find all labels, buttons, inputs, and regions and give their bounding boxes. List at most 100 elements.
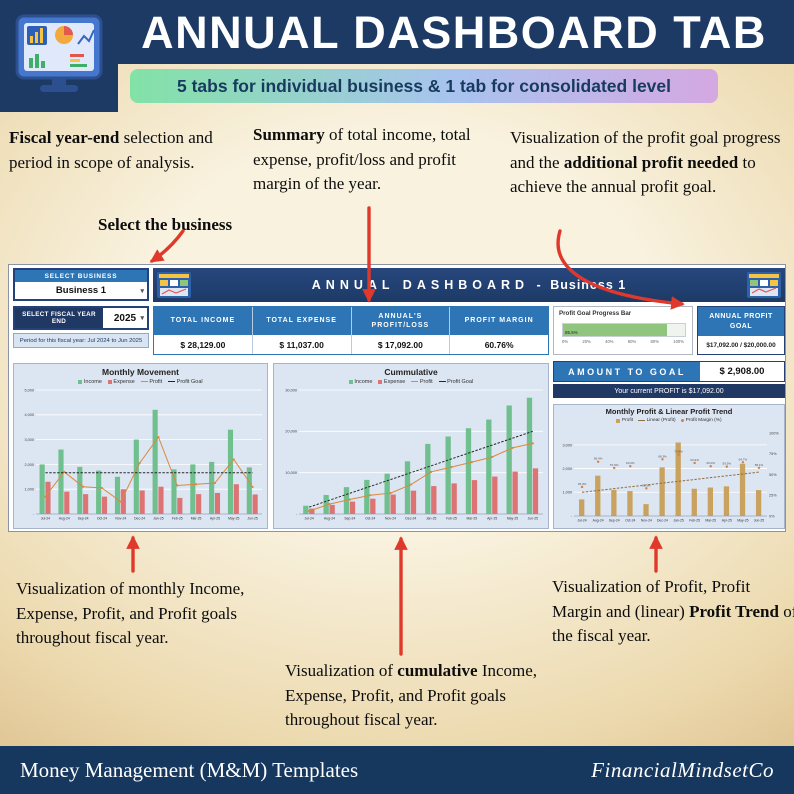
logo: [0, 0, 118, 112]
header-band: [0, 0, 794, 64]
svg-text:-: -: [33, 512, 35, 516]
svg-text:May-25: May-25: [507, 517, 518, 521]
dashboard-monitor-icon: [15, 14, 103, 92]
svg-text:20,000: 20,000: [285, 430, 297, 434]
axis-tick: 0%: [562, 339, 569, 344]
kpi-annual-profit-loss: ANNUAL'S PROFIT/LOSS $ 17,092.00: [351, 307, 451, 354]
annotation-select-business: Select the business: [98, 215, 233, 234]
chart-title: Monthly Profit & Linear Profit Trend: [605, 407, 733, 416]
kpi-profit-margin: PROFIT MARGIN 60.76%: [450, 307, 548, 354]
amount-to-goal-panel: AMOUNT TO GOAL $ 2,908.00: [553, 361, 785, 382]
chevron-down-icon: ▾: [140, 287, 144, 295]
dashboard-title: ANNUAL DASHBOARD - Business 1: [191, 278, 747, 292]
chart-plot: - 10,000 20,000 30,000 Jul-24 Aug-24 Sep-24 Oct…: [274, 386, 548, 526]
footer: Money Management (M&M) Templates Financi…: [0, 746, 794, 794]
svg-text:Jan-25: Jan-25: [153, 517, 163, 521]
svg-text:2,000: 2,000: [24, 463, 34, 467]
svg-text:Dec-24: Dec-24: [657, 519, 668, 523]
dashboard-thumbnail-icon: [747, 272, 781, 298]
svg-text:25%: 25%: [769, 494, 777, 498]
svg-text:63.9%: 63.9%: [690, 458, 699, 462]
svg-text:Mar-25: Mar-25: [191, 517, 202, 521]
business-select[interactable]: Business 1 ▾: [15, 282, 147, 299]
amount-to-goal-value: $ 2,908.00: [700, 362, 784, 381]
svg-text:57.9%: 57.9%: [610, 463, 619, 467]
svg-text:33.3%: 33.3%: [642, 483, 651, 487]
svg-text:65.4%: 65.4%: [594, 457, 603, 461]
fiscal-period-note: Period for this fiscal year: Jul 2024 to…: [13, 333, 149, 348]
svg-text:Jul-24: Jul-24: [577, 519, 586, 523]
svg-text:Aug-24: Aug-24: [324, 517, 335, 521]
annotation-fiscal-year: Fiscal year-end selection and period in …: [9, 128, 213, 172]
svg-text:Feb-25: Feb-25: [689, 519, 700, 523]
svg-text:Dec-24: Dec-24: [405, 517, 416, 521]
svg-text:Apr-25: Apr-25: [210, 517, 220, 521]
svg-text:60.0%: 60.0%: [626, 461, 635, 465]
svg-text:35.0%: 35.0%: [578, 482, 587, 486]
annotation-monthly-chart: Visualization of monthly Income, Expense…: [16, 579, 245, 648]
svg-text:Feb-25: Feb-25: [172, 517, 183, 521]
select-business-label: SELECT BUSINESS: [15, 270, 147, 282]
annual-profit-goal-label: ANNUAL PROFIT GOAL: [698, 307, 784, 336]
axis-tick: 80%: [650, 339, 659, 344]
dashboard-thumbnail-icon: [157, 272, 191, 298]
dashboard-screenshot: SELECT BUSINESS Business 1 ▾ ANNUAL DASH…: [8, 264, 786, 532]
svg-text:58.1%: 58.1%: [755, 463, 764, 467]
svg-text:50%: 50%: [769, 473, 777, 477]
dashboard-title-main: ANNUAL DASHBOARD: [311, 278, 530, 292]
chart-plot: - 1,000 2,000 3,000 4,000 5,000 Jul-24 Aug-24 Se…: [14, 386, 267, 526]
svg-text:30,000: 30,000: [285, 388, 297, 392]
kpi-total-income: TOTAL INCOME $ 28,129.00: [154, 307, 253, 354]
annotation-cumulative-chart: Visualization of cumulative Income, Expe…: [285, 661, 538, 730]
progress-bar-fill: [563, 324, 668, 336]
svg-text:Aug-24: Aug-24: [59, 517, 70, 521]
dashboard-title-separator: -: [536, 278, 543, 292]
fiscal-year-select[interactable]: 2025 ▾: [103, 308, 147, 328]
svg-text:-: -: [571, 514, 573, 518]
svg-text:Mar-25: Mar-25: [705, 519, 716, 523]
svg-text:64.7%: 64.7%: [739, 457, 748, 461]
svg-text:2,000: 2,000: [562, 467, 572, 471]
svg-text:Jul-24: Jul-24: [41, 517, 50, 521]
annual-profit-goal-value: $17,092.00 / $20,000.00: [698, 336, 784, 354]
svg-text:Jan-25: Jan-25: [426, 517, 436, 521]
svg-text:60.0%: 60.0%: [706, 461, 715, 465]
store-name: FinancialMindsetCo: [591, 757, 774, 782]
amount-to-goal-label: AMOUNT TO GOAL: [554, 362, 700, 381]
brand-text: Money Management (M&M) Templates: [20, 757, 359, 782]
kpi-total-expense: TOTAL EXPENSE $ 11,037.00: [252, 307, 352, 354]
axis-tick: 60%: [627, 339, 637, 344]
axis-tick: 20%: [582, 339, 591, 344]
svg-text:73.8%: 73.8%: [674, 450, 683, 454]
axis-tick: 40%: [605, 339, 614, 344]
svg-text:Oct-24: Oct-24: [365, 517, 375, 521]
annotation-goal-progress: Visualization of the profit goal progres…: [510, 128, 781, 197]
progress-chart-title: Profit Goal Progress Bar: [559, 310, 632, 317]
svg-text:Aug-24: Aug-24: [593, 519, 604, 523]
svg-text:Apr-25: Apr-25: [487, 517, 497, 521]
cumulative-chart: Cummulative Income Expense Profit Profit Go…: [273, 363, 549, 529]
svg-text:Feb-25: Feb-25: [446, 517, 457, 521]
svg-text:Jun-25: Jun-25: [528, 517, 538, 521]
chevron-down-icon: ▾: [140, 315, 144, 322]
fiscal-year-label: SELECT FISCAL YEAR END: [15, 308, 103, 328]
progress-axis: 0% 20% 40% 60% 80% 100%: [562, 339, 684, 344]
kpi-value: $ 11,037.00: [252, 335, 351, 354]
fiscal-year-panel: SELECT FISCAL YEAR END 2025 ▾: [13, 306, 149, 330]
chart-title: Monthly Movement: [102, 367, 179, 377]
svg-text:Jun-25: Jun-25: [754, 519, 764, 523]
svg-text:0%: 0%: [769, 514, 775, 518]
chart-legend: Income Expense Profit Profit Goal: [274, 378, 548, 385]
chart-plot: - 1,000 2,000 3,000 0% 25% 50% 75% 100% 35.0% 65.4…: [554, 425, 784, 527]
svg-text:Mar-25: Mar-25: [466, 517, 477, 521]
kpi-label: TOTAL EXPENSE: [252, 307, 351, 335]
kpi-summary: TOTAL INCOME $ 28,129.00 TOTAL EXPENSE $…: [153, 306, 549, 355]
svg-text:3,000: 3,000: [24, 438, 34, 442]
svg-text:Jun-25: Jun-25: [247, 517, 257, 521]
svg-text:-: -: [296, 512, 298, 516]
progress-value-label: 85.5%: [565, 330, 578, 335]
monthly-movement-chart: Monthly Movement Income Expense Profit Prof…: [13, 363, 268, 529]
svg-text:1,000: 1,000: [24, 488, 34, 492]
svg-text:Sep-24: Sep-24: [609, 519, 620, 523]
